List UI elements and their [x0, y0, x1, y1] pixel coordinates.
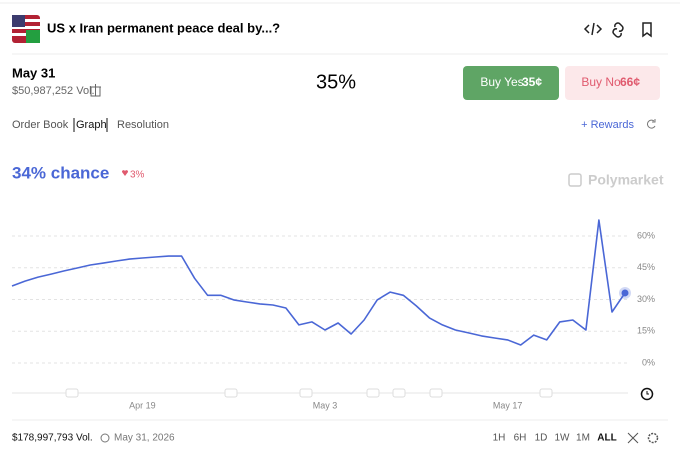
y-tick-label: 0% — [642, 357, 655, 367]
change-down-icon — [121, 170, 129, 176]
clock-button[interactable] — [640, 387, 654, 401]
bookmark-button[interactable] — [642, 22, 652, 38]
range-button[interactable]: 1W — [555, 433, 571, 444]
price-line — [11, 219, 626, 346]
tab[interactable]: Resolution — [117, 119, 169, 131]
clock-icon — [100, 433, 110, 443]
flag-icon — [12, 15, 40, 43]
gift-icon — [90, 84, 101, 97]
range-button[interactable]: 1D — [535, 433, 548, 444]
range-button[interactable]: ALL — [597, 433, 616, 444]
range-selector: 1H 6H 1D 1W 1M ALL — [493, 433, 617, 444]
tab[interactable]: Order Book — [12, 119, 69, 131]
x-tick-label: May 3 — [313, 400, 338, 410]
range-button[interactable]: 1H — [493, 433, 506, 444]
range-button[interactable]: 1M — [576, 433, 590, 444]
x-tick-label: Apr 19 — [129, 400, 156, 410]
end-date: May 31, 2026 — [114, 433, 175, 444]
market-price: 35% — [316, 71, 356, 93]
market-title: US x Iran permanent peace deal by...? — [47, 20, 280, 35]
y-tick-label: 45% — [637, 262, 655, 272]
brand-logo — [568, 173, 582, 187]
compare-button[interactable] — [627, 432, 639, 444]
buy-yes-price: 35¢ — [522, 75, 542, 89]
total-volume: $178,997,793 Vol. — [12, 433, 93, 444]
tab-active[interactable]: Graph — [76, 119, 107, 131]
embed-button[interactable] — [583, 22, 603, 36]
y-tick-label: 15% — [637, 326, 655, 336]
buy-yes-button[interactable] — [463, 66, 559, 100]
change: 3% — [130, 170, 145, 181]
chance: 34% chance — [12, 163, 109, 182]
buy-yes-label: Buy Yes — [480, 75, 523, 89]
brand: Polymarket — [588, 172, 664, 188]
market-volume: $50,987,252 Vol. — [12, 85, 95, 97]
range-button[interactable]: 6H — [514, 433, 527, 444]
rewards-link[interactable]: + Rewards — [581, 119, 634, 131]
price-chart: 0% 15% 30% 45% 60% Apr 19 May 3 May 17 — [11, 219, 655, 410]
axis-markers — [65, 388, 553, 398]
buy-no-button[interactable] — [565, 66, 660, 100]
buy-no-price: 66¢ — [620, 75, 640, 89]
y-tick-label: 30% — [637, 294, 655, 304]
refresh-button[interactable] — [647, 119, 656, 129]
x-tick-label: May 17 — [493, 400, 523, 410]
market-date: May 31 — [12, 65, 55, 80]
link-button[interactable] — [612, 22, 624, 38]
buy-no-label: Buy No — [581, 75, 621, 89]
y-tick-label: 60% — [637, 230, 655, 240]
current-point — [621, 289, 629, 297]
settings-button[interactable] — [647, 432, 659, 444]
